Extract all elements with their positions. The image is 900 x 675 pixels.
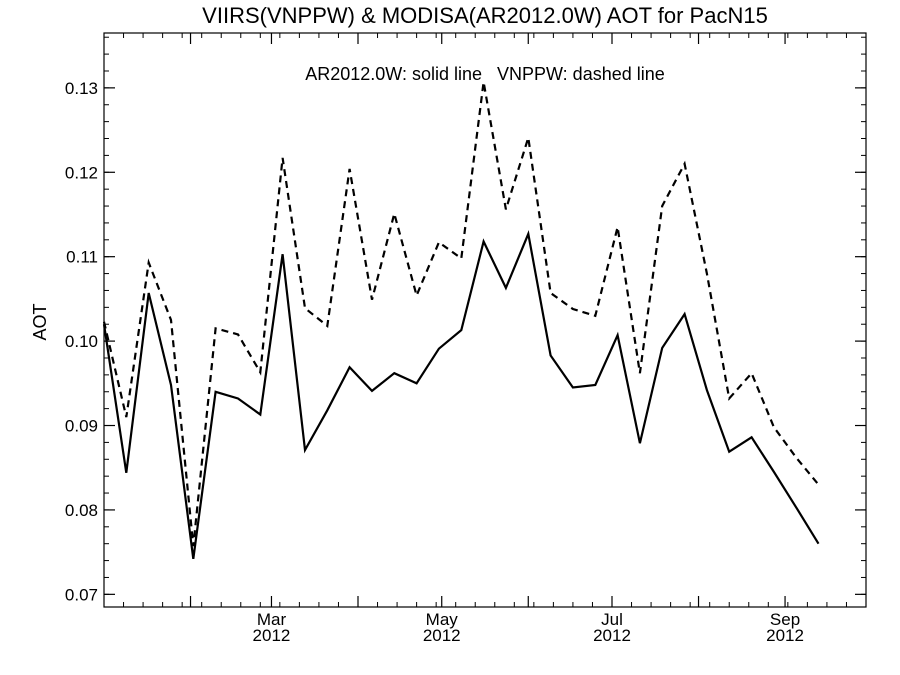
chart-annotation: AR2012.0W: solid line VNPPW: dashed line	[305, 64, 665, 84]
y-tick-label: 0.13	[65, 79, 98, 98]
plot-frame	[103, 32, 867, 608]
y-tick-label: 0.08	[65, 501, 98, 520]
x-tick-label-month: Jul	[601, 610, 623, 629]
y-tick-label: 0.09	[65, 417, 98, 436]
x-tick-label-month: Sep	[770, 610, 800, 629]
x-tick-label-year: 2012	[423, 626, 461, 645]
x-tick-label-month: Mar	[257, 610, 287, 629]
y-tick-label: 0.07	[65, 585, 98, 604]
x-tick-label-year: 2012	[766, 626, 804, 645]
x-tick-label-year: 2012	[253, 626, 291, 645]
x-tick-label-month: May	[426, 610, 459, 629]
y-tick-label: 0.10	[65, 332, 98, 351]
x-tick-label-year: 2012	[593, 626, 631, 645]
series-line-ar2012-0w	[102, 230, 820, 560]
series-line-vnppw	[102, 81, 820, 547]
y-tick-label: 0.11	[66, 248, 98, 267]
y-axis-label: AOT	[30, 303, 50, 340]
y-tick-label: 0.12	[65, 163, 98, 182]
chart-title: VIIRS(VNPPW) & MODISA(AR2012.0W) AOT for…	[202, 3, 768, 28]
